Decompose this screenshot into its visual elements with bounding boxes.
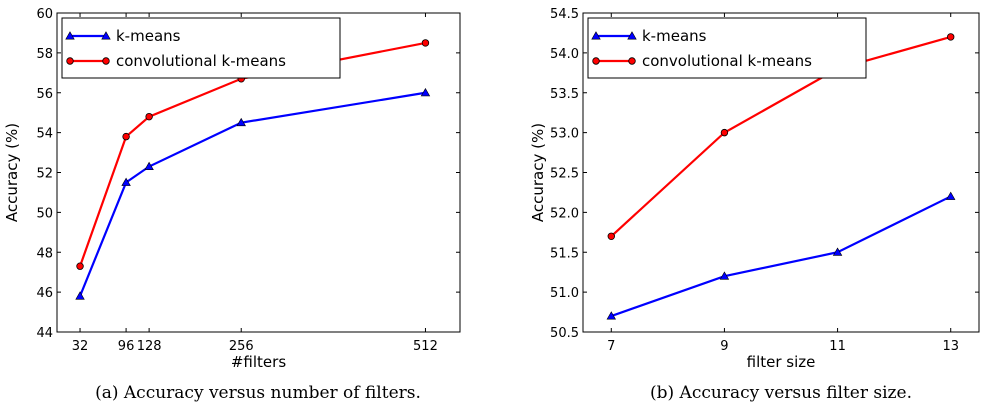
y-tick-label: 51.5 [550,246,579,261]
y-tick-label: 56 [36,87,53,102]
y-tick-label: 52.5 [550,167,579,182]
x-tick-label: 9 [720,339,728,354]
legend-marker [102,57,110,65]
legend-marker [66,57,74,65]
y-axis-label: Accuracy (%) [529,123,547,222]
series-line [79,91,426,297]
data-point [75,291,85,300]
data-point [947,33,955,41]
y-tick-label: 52.0 [550,206,579,221]
y-tick-label: 52 [36,167,53,182]
data-point [76,262,84,270]
legend-marker [592,57,600,65]
data-point [719,271,730,280]
x-tick-label: 11 [829,339,846,354]
data-point [606,311,617,320]
legend-label: convolutional k-means [116,52,286,70]
y-tick-label: 53.5 [550,87,579,102]
y-tick-label: 54 [36,127,53,142]
x-tick-label: 32 [72,339,89,354]
data-point [421,39,430,47]
data-point [945,191,956,200]
legend-box [61,17,341,79]
x-tick-label: 13 [942,339,959,354]
figure-caption: (a) Accuracy versus number of filters. [95,383,421,403]
y-tick-label: 54.5 [550,7,579,22]
data-point [832,247,843,256]
y-tick-label: 44 [36,326,53,341]
y-tick-label: 58 [36,47,53,62]
legend-marker [65,31,75,40]
legend-box [587,17,867,79]
data-point [720,128,729,137]
data-point [121,177,131,186]
legend-label: convolutional k-means [642,52,812,70]
series-line [610,35,952,238]
y-tick-label: 46 [36,286,53,301]
x-tick-label: 128 [137,339,162,354]
x-tick-label: 512 [413,339,438,354]
figure-caption: (b) Accuracy versus filter size. [650,383,912,403]
data-point [607,232,615,240]
data-point [144,161,154,170]
y-tick-label: 53.0 [550,127,579,142]
data-point [145,112,153,121]
legend-marker [101,31,111,40]
legend-label: k-means [642,27,707,45]
x-tick-label: 7 [607,339,615,354]
data-point [420,87,431,97]
legend-marker [591,31,601,40]
series-line [610,195,952,318]
chart-accuracy-vs-filters: 44 46 48 50 52 54 56 58 60 32 96 128 256 512 #filters A… [3,7,461,403]
x-axis-label: #filters [231,353,286,371]
x-tick-label: 256 [229,339,254,354]
x-tick-label: 96 [118,339,135,354]
legend-marker [628,57,636,65]
legend-marker [627,31,637,40]
data-point [122,132,130,141]
y-tick-label: 51.0 [550,286,579,301]
chart-accuracy-vs-filter-size: 50.5 51.0 51.5 52.0 52.5 53.0 53.5 54.0 54.5 7 9 11… [529,7,980,403]
y-axis-label: Accuracy (%) [3,123,21,222]
y-tick-label: 50 [36,206,53,221]
y-tick-label: 60 [36,7,53,22]
data-point [236,117,246,127]
y-tick-label: 50.5 [550,326,579,341]
y-tick-label: 48 [36,246,53,261]
x-axis-label: filter size [747,353,816,371]
legend-label: k-means [116,27,181,45]
y-tick-label: 54.0 [550,47,579,62]
